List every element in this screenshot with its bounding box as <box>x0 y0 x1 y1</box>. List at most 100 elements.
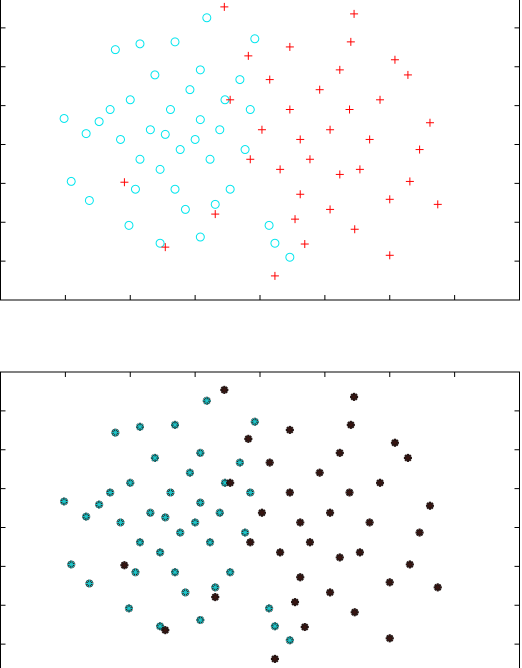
point <box>385 578 394 587</box>
marker-stroke <box>386 579 393 586</box>
marker-stroke <box>286 426 294 434</box>
point <box>315 468 324 477</box>
marker-stroke <box>247 539 254 546</box>
marker-stroke <box>151 454 159 462</box>
marker-stroke <box>391 439 399 446</box>
point <box>181 588 190 597</box>
point <box>326 125 335 134</box>
point <box>94 117 104 127</box>
marker-stroke <box>162 626 169 634</box>
point <box>326 588 335 597</box>
marker-circle <box>225 184 235 194</box>
marker-circle <box>195 232 205 242</box>
plot-frame <box>0 371 520 668</box>
point <box>125 95 135 105</box>
point <box>166 488 175 497</box>
point <box>196 448 205 457</box>
marker-stroke <box>350 393 358 401</box>
marker-stroke <box>86 580 93 587</box>
marker-stroke <box>212 584 219 591</box>
point <box>405 560 414 569</box>
marker-stroke <box>416 529 423 536</box>
point <box>235 458 244 467</box>
point <box>415 528 424 537</box>
marker-stroke <box>297 574 304 581</box>
point <box>296 135 305 144</box>
marker-circle <box>135 39 145 49</box>
point <box>240 145 250 155</box>
marker-stroke <box>351 609 358 616</box>
marker-stroke <box>306 539 314 546</box>
point <box>206 538 215 547</box>
point <box>403 70 412 79</box>
point <box>350 9 359 18</box>
point <box>111 428 120 437</box>
point <box>403 453 412 462</box>
marker-circle <box>81 129 91 139</box>
marker-stroke <box>167 489 174 496</box>
marker-circle <box>94 117 104 127</box>
point <box>415 145 424 154</box>
marker-stroke <box>221 386 228 394</box>
point <box>191 518 200 527</box>
marker-stroke <box>197 616 204 624</box>
point <box>95 500 104 509</box>
point <box>67 560 76 569</box>
point <box>156 622 165 631</box>
marker-stroke <box>286 637 294 644</box>
marker-circle <box>170 184 180 194</box>
point <box>425 501 434 510</box>
point <box>250 34 260 44</box>
point <box>425 118 434 127</box>
point <box>270 271 279 280</box>
point <box>350 608 359 617</box>
point <box>202 13 212 23</box>
point <box>285 488 294 497</box>
point <box>326 205 335 214</box>
point <box>176 528 185 537</box>
point <box>170 184 180 194</box>
point <box>135 422 144 431</box>
marker-stroke <box>212 593 219 601</box>
point <box>257 125 266 134</box>
marker-stroke <box>376 479 384 486</box>
point <box>270 622 279 631</box>
point <box>66 176 76 186</box>
marker-stroke <box>251 418 258 425</box>
marker-stroke <box>82 513 90 520</box>
marker-stroke <box>386 635 393 642</box>
marker-stroke <box>147 509 154 516</box>
marker-stroke <box>68 561 75 568</box>
point <box>265 75 274 84</box>
point <box>433 583 442 592</box>
point <box>165 105 175 115</box>
point <box>244 434 253 443</box>
marker-stroke <box>291 598 299 606</box>
marker-stroke <box>316 469 323 476</box>
point <box>300 240 309 249</box>
point <box>335 448 344 457</box>
marker-stroke <box>171 569 179 576</box>
point <box>60 497 69 506</box>
marker-circle <box>245 105 255 115</box>
point <box>215 508 224 517</box>
point <box>350 225 359 234</box>
marker-circle <box>66 176 76 186</box>
marker-stroke <box>206 539 214 546</box>
point <box>390 55 399 64</box>
plot <box>0 371 520 668</box>
point <box>265 458 274 467</box>
marker-circle <box>160 129 170 139</box>
point <box>385 195 394 204</box>
marker-stroke <box>301 623 308 631</box>
point <box>195 65 205 75</box>
point <box>235 75 245 85</box>
point <box>225 184 235 194</box>
marker-circle <box>190 134 200 144</box>
point <box>124 220 134 230</box>
marker-stroke <box>271 655 279 663</box>
point <box>276 165 285 174</box>
point <box>365 135 374 144</box>
point <box>120 178 129 187</box>
point <box>257 508 266 517</box>
